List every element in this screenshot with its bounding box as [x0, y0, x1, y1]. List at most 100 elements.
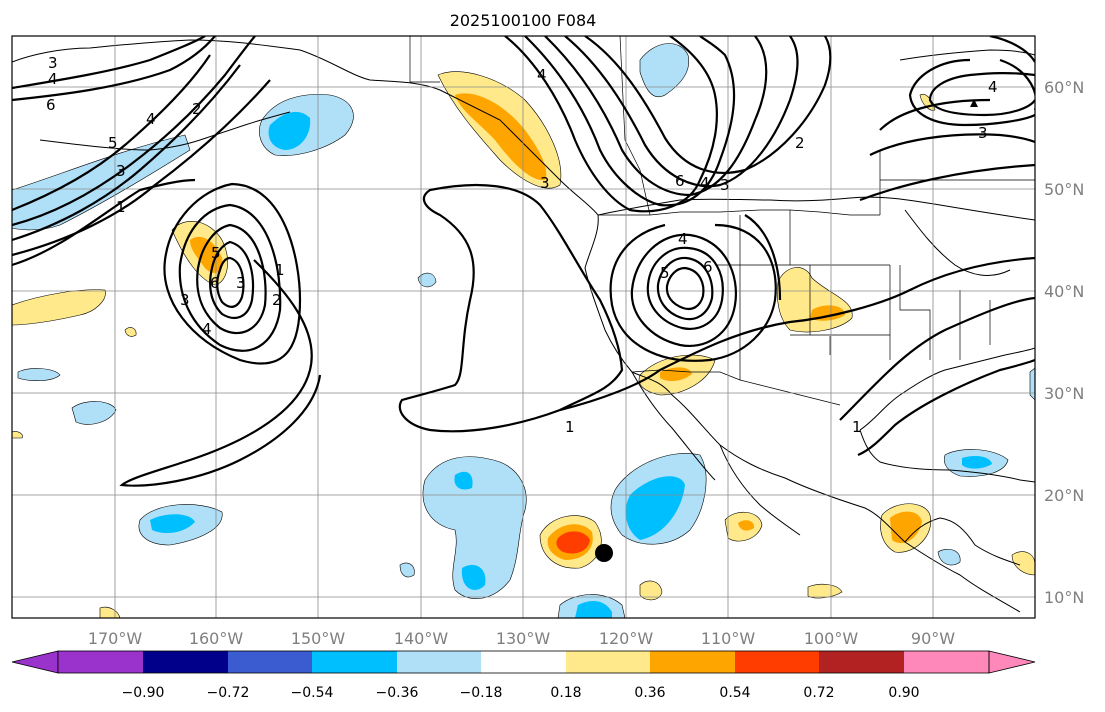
colorbar-bin	[735, 651, 819, 673]
colorbar-extend-max	[988, 650, 1036, 674]
contour-label: 6	[210, 274, 220, 292]
negative-anomaly-area	[71, 401, 117, 425]
negative-anomaly-area	[625, 476, 685, 540]
negative-anomaly-area	[639, 43, 690, 97]
positive-anomaly-area	[738, 520, 755, 531]
colorbar-tick-label: −0.90	[122, 685, 165, 701]
contour-label: 4	[988, 78, 998, 96]
positive-anomaly-area	[124, 327, 137, 337]
contour-label: 4	[700, 174, 710, 192]
political-borders	[409, 36, 1035, 406]
colorbar-tick-label: 0.72	[803, 685, 834, 701]
contour-label: 4	[146, 110, 156, 128]
shaded-anomalies	[12, 43, 1035, 618]
colorbar-bin	[566, 651, 650, 673]
lon-label: 160°W	[189, 629, 244, 648]
lat-label: 40°N	[1044, 282, 1084, 301]
positive-anomaly-area	[12, 431, 23, 439]
colorbar-bin	[481, 651, 566, 673]
lon-label: 120°W	[599, 629, 654, 648]
colorbar-tick-label: −0.72	[207, 685, 250, 701]
negative-anomaly-area	[461, 564, 486, 590]
lon-label: 140°W	[394, 629, 449, 648]
lat-label: 10°N	[1044, 588, 1084, 607]
negative-anomaly-area	[575, 600, 612, 618]
colorbar-tick-label: 0.18	[550, 685, 581, 701]
contour-label: 2	[795, 134, 805, 152]
positive-anomaly-area	[807, 583, 843, 599]
contour-label: 1	[275, 261, 285, 279]
lat-label: 50°N	[1044, 180, 1084, 199]
positive-anomaly-area	[556, 531, 590, 554]
contour-label: 5	[211, 244, 221, 262]
negative-anomaly-area	[399, 562, 415, 578]
lon-label: 90°W	[911, 629, 955, 648]
contour-label: 3	[116, 162, 126, 180]
colorbar-bin	[143, 651, 228, 673]
contour-label: 6	[703, 258, 713, 276]
latitude-labels: 60°N 50°N 40°N 30°N 20°N 10°N	[1044, 78, 1084, 607]
negative-anomaly-area	[268, 111, 311, 150]
colorbar: −0.90 −0.72 −0.54 −0.36 −0.18 0.18 0.36 …	[11, 650, 1036, 701]
colorbar-tick-label: −0.54	[291, 685, 334, 701]
positive-anomaly-area	[190, 236, 223, 273]
colorbar-bin	[312, 651, 397, 673]
contour-label: 6	[675, 172, 685, 190]
colorbar-tick-label: −0.18	[460, 685, 503, 701]
contour-label: 2	[272, 291, 282, 309]
contour-label: 5	[660, 264, 670, 282]
lon-label: 130°W	[496, 629, 551, 648]
colorbar-bin	[397, 651, 481, 673]
contour-label: 1	[116, 198, 126, 216]
positive-anomaly-area	[455, 93, 547, 181]
colorbar-bin	[58, 651, 143, 673]
colorbar-bin	[819, 651, 904, 673]
negative-anomaly-area	[1029, 367, 1035, 401]
colorbar-tick-label: −0.36	[376, 685, 419, 701]
colorbar-extend-min	[11, 650, 59, 674]
lat-label: 20°N	[1044, 486, 1084, 505]
contour-label: 3	[540, 174, 550, 192]
lat-label: 60°N	[1044, 78, 1084, 97]
colorbar-bin	[228, 651, 312, 673]
positive-anomaly-area	[99, 606, 121, 618]
contour-label: 3	[720, 176, 730, 194]
negative-anomaly-area	[454, 471, 473, 490]
lat-label: 30°N	[1044, 384, 1084, 403]
lon-label: 150°W	[291, 629, 346, 648]
map-panel: 3 4 6 5 4 2 3 1 1 2 3 4 5 6 3 4 6 2 3 4	[11, 35, 1036, 619]
positive-anomaly-area	[1011, 551, 1035, 576]
contour-label: 2	[192, 100, 202, 118]
positive-anomaly-area	[639, 580, 663, 601]
negative-anomaly-area	[422, 456, 527, 599]
negative-anomaly-area	[962, 456, 992, 469]
colorbar-frame	[57, 650, 990, 674]
contour-labels: 3 4 6 5 4 2 3 1 1 2 3 4 5 6 3 4 6 2 3 4	[46, 54, 998, 436]
negative-anomaly-area	[17, 368, 61, 381]
longitude-labels: 170°W 160°W 150°W 140°W 130°W 120°W 110°…	[88, 629, 955, 648]
lon-label: 100°W	[804, 629, 859, 648]
contour-label: 3	[236, 274, 246, 292]
contour-label: 4	[678, 230, 688, 248]
coastlines	[12, 39, 1035, 613]
colorbar-tick-label: 0.90	[888, 685, 919, 701]
map-frame	[11, 35, 1036, 619]
negative-anomaly-area	[937, 549, 961, 566]
contour-label: 3	[180, 291, 190, 309]
figure-title: 2025100100 F084	[450, 11, 597, 30]
negative-anomaly-area	[417, 272, 437, 288]
graticule	[12, 36, 1035, 618]
contour-label: 5	[108, 134, 118, 152]
storm-position-marker	[595, 544, 613, 562]
contour-label: 3	[978, 124, 988, 142]
positive-anomaly-area	[12, 289, 106, 326]
negative-anomaly-area	[150, 514, 195, 534]
colorbar-tick-label: 0.36	[634, 685, 665, 701]
colorbar-bin	[904, 651, 989, 673]
colorbar-tick-label: 0.54	[719, 685, 750, 701]
height-contours	[12, 36, 1035, 487]
contour-label: 4	[48, 70, 58, 88]
lon-label: 110°W	[701, 629, 756, 648]
contour-label: 1	[565, 418, 575, 436]
